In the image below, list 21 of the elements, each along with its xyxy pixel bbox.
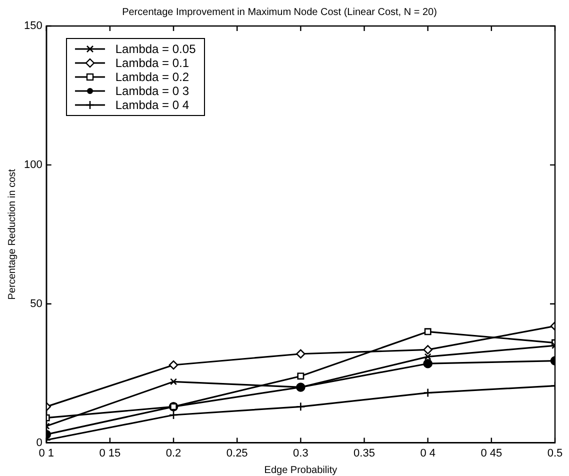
y-tick-label: 150 — [24, 20, 42, 32]
y-tick-label: 0 — [36, 436, 42, 449]
x-tick-label: 0 45 — [480, 447, 502, 460]
legend-label: Lambda = 0 4 — [115, 98, 190, 112]
x-tick-label: 0.5 — [547, 447, 563, 460]
x-tick-label: 0.3 — [293, 447, 308, 460]
legend-label: Lambda = 0.1 — [115, 56, 190, 70]
y-tick-label: 100 — [24, 158, 42, 171]
x-tick-label: 0.2 — [166, 447, 182, 460]
legend-label: Lambda = 0.05 — [115, 42, 196, 56]
x-tick-label: 0.35 — [354, 447, 375, 460]
y-tick-label: 50 — [30, 298, 42, 310]
x-axis-title: Edge Probability — [264, 464, 338, 476]
y-axis-title: Percentage Reduction in cost — [6, 168, 18, 300]
x-tick-label: 0 4 — [420, 447, 436, 460]
x-tick-label: 0.25 — [226, 447, 248, 460]
x-tick-label: 0 1 — [38, 447, 54, 460]
legend-label: Lambda = 0 3 — [115, 84, 190, 98]
legend-label: Lambda = 0.2 — [115, 70, 190, 84]
chart-title: Percentage Improvement in Maximum Node Cost (Linear Cost, N = 20) — [122, 6, 437, 18]
x-tick-label: 0 15 — [99, 447, 121, 460]
